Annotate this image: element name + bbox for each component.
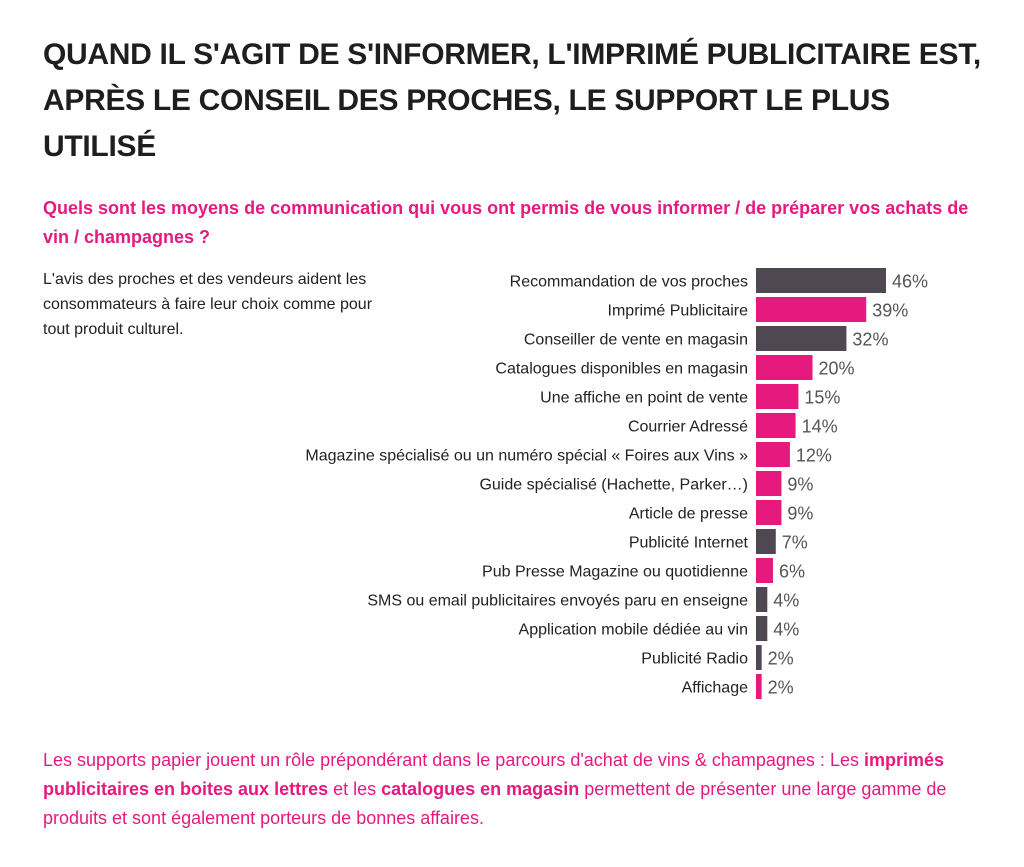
category-label: Conseiller de vente en magasin	[524, 332, 748, 349]
conclusion-text: Les supports papier jouent un rôle prépo…	[43, 746, 993, 833]
category-label: Recommandation de vos proches	[510, 274, 748, 291]
bar-chart: Recommandation de vos proches 46% Imprimé …	[305, 268, 928, 699]
bar	[756, 384, 799, 409]
value-label: 12%	[796, 446, 832, 466]
category-label: Article de presse	[629, 506, 748, 523]
bar	[756, 355, 813, 380]
bar	[756, 587, 768, 612]
category-label: SMS ou email publicitaires envoyés paru …	[367, 593, 748, 610]
conclusion-bold1: imprimés publicitaires en boites aux let…	[43, 750, 945, 799]
conclusion-bold2: catalogues en magasin	[381, 779, 580, 799]
category-label: Courrier Adressé	[628, 419, 748, 436]
category-label: Imprimé Publicitaire	[608, 303, 749, 320]
value-label: 2%	[768, 678, 794, 698]
bar	[756, 326, 847, 351]
bar	[756, 471, 782, 496]
category-label: Publicité Internet	[629, 535, 749, 552]
bar	[756, 674, 762, 699]
bar	[756, 558, 773, 583]
conclusion-part2: et les	[328, 779, 382, 799]
chart-title: QUAND IL S'AGIT DE S'INFORMER, L'IMPRIMÉ…	[43, 38, 981, 163]
value-label: 46%	[892, 272, 928, 292]
value-label: 4%	[773, 620, 799, 640]
side-note: L'avis des proches et des vendeurs aiden…	[43, 271, 373, 338]
value-label: 39%	[872, 301, 908, 321]
value-label: 20%	[819, 359, 855, 379]
value-label: 7%	[782, 533, 808, 553]
value-label: 15%	[804, 388, 840, 408]
bar	[756, 529, 776, 554]
conclusion-part1: Les supports papier jouent un rôle prépo…	[43, 750, 864, 770]
conclusion-part3: permettent de présenter une large gamme …	[43, 779, 947, 828]
value-label: 6%	[779, 562, 805, 582]
bar	[756, 442, 790, 467]
category-label: Magazine spécialisé ou un numéro spécial…	[305, 448, 748, 465]
bar	[756, 413, 796, 438]
bar	[756, 297, 867, 322]
bar	[756, 500, 782, 525]
category-label: Pub Presse Magazine ou quotidienne	[482, 564, 748, 581]
bar	[756, 645, 762, 670]
bar	[756, 268, 886, 293]
bar	[756, 616, 768, 641]
value-label: 4%	[773, 591, 799, 611]
category-label: Catalogues disponibles en magasin	[495, 361, 748, 378]
value-label: 9%	[787, 504, 813, 524]
value-label: 32%	[852, 330, 888, 350]
category-label: Guide spécialisé (Hachette, Parker…)	[479, 477, 748, 494]
category-label: Affichage	[682, 680, 749, 697]
category-label: Publicité Radio	[641, 651, 748, 668]
value-label: 14%	[802, 417, 838, 437]
value-label: 2%	[768, 649, 794, 669]
category-label: Une affiche en point de vente	[540, 390, 748, 407]
value-label: 9%	[787, 475, 813, 495]
category-label: Application mobile dédiée au vin	[519, 622, 748, 639]
survey-question: Quels sont les moyens de communication q…	[43, 198, 969, 247]
